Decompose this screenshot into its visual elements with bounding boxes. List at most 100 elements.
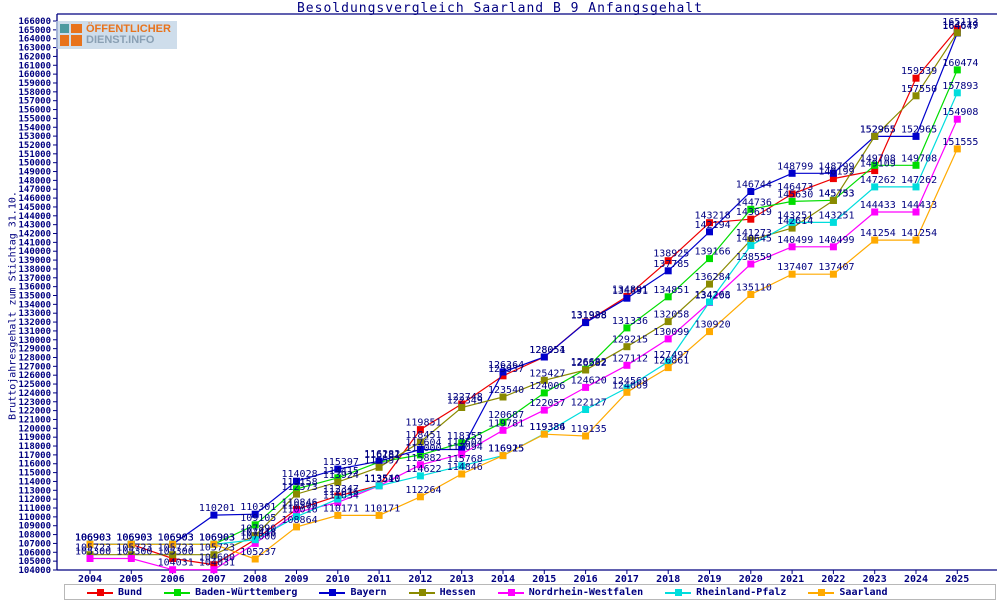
data-point-Saarland xyxy=(86,540,94,548)
data-point-Saarland xyxy=(540,430,548,438)
x-tick-label: 2022 xyxy=(821,574,845,585)
y-tick-label: 106000 xyxy=(18,548,51,558)
logo-line2: DIENST.INFO xyxy=(86,34,155,46)
data-point-Rheinland-Pfalz xyxy=(375,482,383,490)
point-label-Bayern: 148799 xyxy=(818,161,854,172)
data-point-Nordrhein-Westfalen xyxy=(582,383,590,391)
y-tick-label: 113000 xyxy=(18,486,51,496)
point-label-Nordrhein-Westfalen: 138559 xyxy=(736,252,772,263)
legend-label: Bund xyxy=(118,586,143,598)
point-label-Hessen: 141273 xyxy=(736,228,772,239)
legend-marker-icon xyxy=(497,588,524,597)
y-tick-label: 145000 xyxy=(18,203,51,213)
y-tick-label: 135000 xyxy=(18,292,51,302)
point-label-Baden-Württemberg: 134851 xyxy=(653,285,689,296)
point-label-Rheinland-Pfalz: 147262 xyxy=(860,175,896,186)
y-tick-label: 126000 xyxy=(18,371,51,381)
point-label-Saarland: 114846 xyxy=(447,462,483,473)
data-point-Hessen xyxy=(706,280,713,288)
point-label-Nordrhein-Westfalen: 104031 xyxy=(199,558,235,569)
data-point-Bund xyxy=(953,25,961,33)
point-label-Nordrhein-Westfalen: 140499 xyxy=(818,235,854,246)
y-tick-label: 131000 xyxy=(18,327,51,337)
data-point-Bund xyxy=(416,426,424,434)
point-label-Hessen: 157550 xyxy=(901,84,937,95)
legend-marker-icon xyxy=(665,588,692,597)
data-point-Hessen xyxy=(499,393,507,401)
legend-item-Hessen: Hessen xyxy=(408,587,476,598)
point-label-Rheinland-Pfalz: 115768 xyxy=(447,454,483,465)
data-point-Bayern xyxy=(293,477,300,485)
logo-text: ÖFFENTLICHER DIENST.INFO xyxy=(86,24,171,46)
data-point-Nordrhein-Westfalen xyxy=(293,508,300,516)
point-label-Rheinland-Pfalz: 143251 xyxy=(777,210,813,221)
data-point-Saarland xyxy=(210,540,218,548)
legend-item-Nordrhein-Westfalen: Nordrhein-Westfalen xyxy=(497,587,643,598)
point-label-Bund: 125937 xyxy=(488,364,524,375)
point-label-Saarland: 151555 xyxy=(942,137,978,148)
data-point-Baden-Württemberg xyxy=(540,389,548,397)
point-label-Bayern: 117604 xyxy=(447,438,483,449)
y-tick-label: 153000 xyxy=(18,132,51,142)
y-tick-label: 144000 xyxy=(18,212,51,222)
y-tick-label: 163000 xyxy=(18,44,51,54)
point-label-Bund: 113540 xyxy=(364,474,400,485)
x-tick-label: 2025 xyxy=(945,574,969,585)
point-label-Bund: 119851 xyxy=(405,418,441,429)
data-point-Hessen xyxy=(169,551,177,559)
data-point-Nordrhein-Westfalen xyxy=(127,555,135,562)
data-point-Nordrhein-Westfalen xyxy=(953,115,961,123)
point-label-Bayern: 106903 xyxy=(116,532,152,543)
point-label-Rheinland-Pfalz: 127497 xyxy=(653,350,689,361)
point-label-Bund: 165113 xyxy=(942,17,978,28)
point-label-Baden-Württemberg: 149708 xyxy=(901,153,937,164)
data-point-Nordrhein-Westfalen xyxy=(788,243,796,251)
y-tick-label: 158000 xyxy=(18,88,51,98)
data-point-Bund xyxy=(706,219,713,227)
point-label-Saarland: 141254 xyxy=(860,228,896,239)
point-label-Nordrhein-Westfalen: 105300 xyxy=(75,547,111,558)
x-tick-label: 2010 xyxy=(326,574,350,585)
data-point-Nordrhein-Westfalen xyxy=(623,361,631,369)
data-point-Rheinland-Pfalz xyxy=(623,384,631,392)
point-label-Bayern: 114028 xyxy=(282,469,318,480)
y-tick-label: 107000 xyxy=(18,539,51,549)
point-label-Rheinland-Pfalz: 106903 xyxy=(75,532,111,543)
y-tick-label: 149000 xyxy=(18,168,51,178)
point-label-Baden-Württemberg: 113158 xyxy=(282,477,318,488)
point-label-Nordrhein-Westfalen: 130099 xyxy=(653,327,689,338)
data-point-Saarland xyxy=(706,328,713,336)
y-tick-label: 119000 xyxy=(18,433,51,443)
point-label-Baden-Württemberg: 131336 xyxy=(612,316,648,327)
data-point-Nordrhein-Westfalen xyxy=(871,208,879,216)
point-label-Rheinland-Pfalz: 143251 xyxy=(818,210,854,221)
data-point-Nordrhein-Westfalen xyxy=(458,450,466,458)
point-label-Saarland: 106903 xyxy=(116,532,152,543)
point-label-Rheinland-Pfalz: 147262 xyxy=(901,175,937,186)
y-tick-label: 111000 xyxy=(18,504,51,514)
point-label-Bayern: 164647 xyxy=(942,21,978,32)
data-point-Bayern xyxy=(416,446,424,453)
y-tick-label: 148000 xyxy=(18,176,51,186)
data-point-Bayern xyxy=(747,188,755,195)
point-label-Nordrhein-Westfalen: 140499 xyxy=(777,235,813,246)
point-label-Nordrhein-Westfalen: 154908 xyxy=(942,107,978,118)
data-point-Baden-Württemberg xyxy=(706,255,713,263)
point-label-Hessen: 129215 xyxy=(612,335,648,346)
legend-marker-icon xyxy=(408,588,435,597)
point-label-Hessen: 142614 xyxy=(777,216,813,227)
point-label-Hessen: 105723 xyxy=(158,543,194,554)
data-point-Baden-Württemberg xyxy=(623,324,631,332)
legend-label: Saarland xyxy=(839,586,888,598)
point-label-Bayern: 148799 xyxy=(777,161,813,172)
y-tick-label: 120000 xyxy=(18,424,51,434)
legend-item-Rheinland-Pfalz: Rheinland-Pfalz xyxy=(665,587,786,598)
point-label-Nordrhein-Westfalen: 113510 xyxy=(364,474,400,485)
point-label-Bund: 128054 xyxy=(529,345,565,356)
y-tick-label: 146000 xyxy=(18,194,51,204)
y-tick-label: 142000 xyxy=(18,230,51,240)
x-tick-label: 2004 xyxy=(78,574,102,585)
data-point-Bayern xyxy=(499,368,507,376)
point-label-Bayern: 152965 xyxy=(860,124,896,135)
point-label-Saarland: 141254 xyxy=(901,228,937,239)
